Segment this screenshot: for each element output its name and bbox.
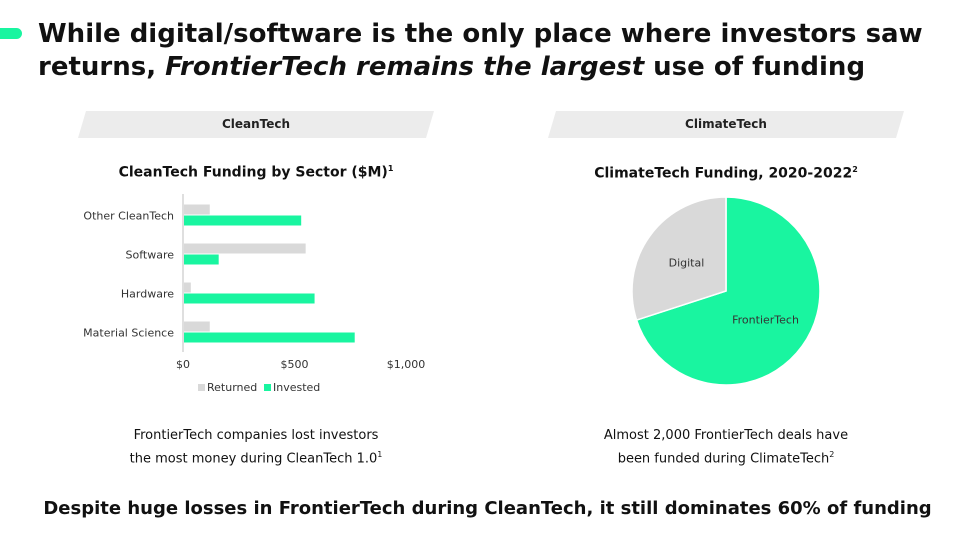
- pie-slice-digital: [631, 196, 727, 321]
- bar-returned-1: [184, 204, 210, 215]
- category-label: Other CleanTech: [83, 210, 174, 223]
- caption-footnote: 1: [377, 450, 383, 459]
- caption-footnote: 2: [829, 450, 835, 459]
- bar-chart-title-text: CleanTech Funding by Sector ($M): [118, 164, 388, 181]
- bar-chart-title-footnote: 1: [387, 164, 394, 173]
- band-shape: [548, 111, 904, 138]
- climatetech-caption: Almost 2,000 FrontierTech deals have bee…: [548, 426, 904, 468]
- accent-bar: [0, 28, 22, 39]
- slide-footer: Despite huge losses in FrontierTech duri…: [43, 498, 932, 519]
- cleantech-section-label: CleanTech: [221, 117, 291, 131]
- category-label: Hardware: [121, 288, 174, 301]
- pie-slice-label: Digital: [669, 256, 705, 269]
- x-tick-label: $0: [176, 358, 190, 371]
- category-label: Material Science: [83, 327, 174, 340]
- caption-line-2: the most money during CleanTech 1.01: [78, 445, 434, 468]
- cleantech-caption: FrontierTech companies lost investors th…: [78, 426, 434, 468]
- legend-swatch-returned: [198, 384, 205, 391]
- legend-swatch-invested: [264, 384, 271, 391]
- bar-returned-2: [184, 243, 306, 254]
- cleantech-section-band: CleanTech: [78, 111, 434, 138]
- pie-chart-title: ClimateTech Funding, 2020-20222: [548, 165, 904, 182]
- x-tick-label: $500: [281, 358, 309, 371]
- pie-chart-title-footnote: 2: [852, 165, 858, 174]
- band-shape: [78, 111, 434, 138]
- x-tick-label: $1,000: [387, 358, 426, 371]
- bar-invested-4: [184, 332, 355, 343]
- category-label: Software: [126, 249, 175, 262]
- pie-slice-label: FrontierTech: [732, 314, 799, 327]
- legend-label: Invested: [273, 381, 320, 394]
- bar-invested-3: [184, 293, 315, 304]
- legend-label: Returned: [207, 381, 257, 394]
- bar-returned-4: [184, 321, 210, 332]
- caption-line-2-text: been funded during ClimateTech: [617, 451, 830, 467]
- climatetech-section-band: ClimateTech: [548, 111, 904, 138]
- bar-invested-1: [184, 215, 302, 226]
- bar-returned-3: [184, 282, 191, 293]
- pie-slice-frontiertech: [635, 196, 821, 386]
- caption-line-2-text: the most money during CleanTech 1.0: [129, 451, 378, 467]
- climatetech-section-label: ClimateTech: [685, 117, 767, 131]
- pie-chart: FrontierTech Digital: [631, 196, 821, 386]
- title-part-2: use of funding: [644, 52, 866, 82]
- bar-invested-2: [184, 254, 219, 265]
- caption-line-1: Almost 2,000 FrontierTech deals have: [603, 428, 849, 443]
- bar-chart-title: CleanTech Funding by Sector ($M)1: [78, 164, 434, 181]
- title-emphasis: FrontierTech remains the largest: [165, 52, 645, 82]
- caption-line-2: been funded during ClimateTech2: [548, 445, 904, 468]
- slide-title: While digital/software is the only place…: [38, 18, 958, 84]
- title-part-1: While digital/software is the only place…: [38, 19, 923, 82]
- pie-chart-title-text: ClimateTech Funding, 2020-2022: [594, 165, 853, 182]
- caption-line-1: FrontierTech companies lost investors: [133, 428, 379, 443]
- bar-chart: Other CleanTech Software Hardware Material …: [83, 194, 426, 394]
